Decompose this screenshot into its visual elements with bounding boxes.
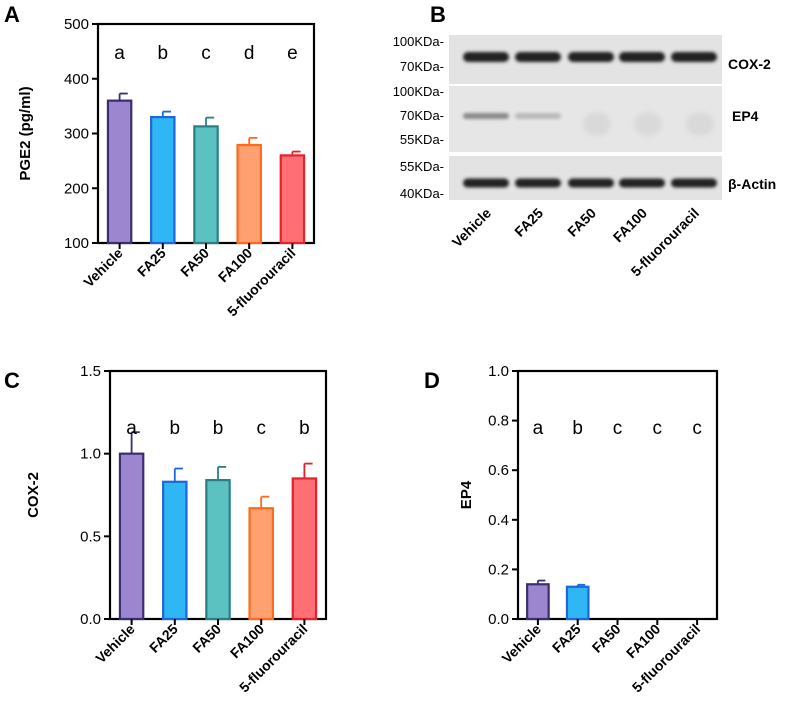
bar-vehicle: [106, 99, 133, 245]
panel-letter-b: B: [430, 2, 446, 27]
y-tick-label: 0.0: [80, 611, 101, 628]
significance-letter: d: [244, 43, 255, 64]
marker-label: 100KDa-: [393, 34, 444, 49]
y-tick-label: 0.4: [488, 512, 509, 529]
blot-smudge: [583, 112, 611, 136]
significance-letter: a: [114, 43, 125, 64]
category-label: FA50: [589, 621, 624, 656]
blot-lane-label: FA50: [564, 205, 599, 240]
y-axis-label: PGE2 (pg/ml): [17, 86, 34, 180]
category-label: FA25: [146, 621, 181, 656]
marker-label: 55KDa-: [400, 159, 444, 174]
plot-frame: [516, 369, 719, 621]
blot-bands-cox2: [463, 52, 717, 62]
marker-label: 55KDa-: [400, 132, 444, 147]
blot-lane-label: Vehicle: [449, 205, 495, 251]
significance-letter: e: [287, 43, 298, 64]
significance-letter: b: [572, 418, 583, 439]
category-label: FA25: [549, 621, 584, 656]
significance-letter: c: [692, 418, 702, 439]
significance-letter: c: [201, 43, 211, 64]
marker-label: 40KDa-: [400, 186, 444, 201]
marker-label: 70KDa-: [400, 59, 444, 74]
y-tick-label: 500: [64, 16, 89, 33]
panel-letter-d: D: [424, 368, 440, 393]
bar-5-fluorouracil: [279, 154, 306, 245]
y-tick-label: 200: [64, 180, 89, 197]
blot-band: [515, 178, 561, 188]
significance-letter: a: [533, 418, 544, 439]
category-label: FA100: [215, 245, 256, 286]
blot-band: [671, 178, 717, 188]
blot-bands-ep4: [463, 112, 714, 136]
marker-label: 70KDa-: [400, 108, 444, 123]
blot-band: [463, 113, 509, 119]
bar-fa50: [205, 479, 231, 621]
y-tick-label: 0.8: [488, 413, 509, 430]
blot-lane-label: FA100: [610, 205, 651, 246]
chart-panel-c: 0.00.51.01.5COX-2aVehiclebFA25bFA50cFA10…: [25, 363, 328, 695]
significance-letter: b: [213, 418, 224, 439]
protein-label-ep4: EP4: [732, 108, 759, 124]
blot-band: [568, 178, 614, 188]
y-tick-label: 400: [64, 71, 89, 88]
protein-label-actin: β-Actin: [728, 176, 776, 192]
category-label: FA50: [189, 621, 224, 656]
bar-vehicle: [118, 452, 145, 621]
y-tick-label: 1.0: [80, 446, 101, 463]
marker-label: 100KDa-: [393, 84, 444, 99]
y-tick-label: 100: [64, 235, 89, 252]
blot-smudge: [686, 112, 714, 136]
bar-vehicle: [526, 583, 550, 621]
protein-label-cox2: COX-2: [728, 56, 771, 72]
blot-band: [463, 52, 509, 62]
blot-band: [671, 52, 717, 62]
y-tick-label: 0.0: [488, 611, 509, 628]
panel-letter-c: C: [4, 368, 20, 393]
western-blot-panel: 100KDa- 70KDa- COX-2 100KDa- 70KDa- 55KD…: [393, 34, 777, 279]
y-tick-label: 0.6: [488, 462, 509, 479]
y-tick-label: 1.5: [80, 363, 101, 380]
significance-letter: c: [256, 418, 266, 439]
blot-band: [463, 178, 509, 188]
category-label: FA50: [177, 245, 212, 280]
blot-strip-actin: [449, 156, 722, 200]
y-tick-label: 0.5: [80, 528, 101, 545]
y-axis-label: COX-2: [25, 472, 42, 518]
significance-letter: c: [613, 418, 623, 439]
bar-5-fluorouracil: [291, 477, 318, 621]
chart-panel-d: 0.00.20.40.60.81.0EP4aVehiclebFA25cFA50c…: [458, 363, 719, 695]
bar-fa25: [150, 115, 176, 245]
significance-letter: b: [170, 418, 181, 439]
significance-letter: b: [299, 418, 310, 439]
significance-letter: b: [158, 43, 169, 64]
bar-fa100: [236, 143, 262, 245]
blot-lane-label: FA25: [511, 205, 546, 240]
blot-band: [619, 178, 665, 188]
significance-letter: c: [653, 418, 663, 439]
bar-fa50: [193, 125, 219, 245]
y-tick-label: 1.0: [488, 363, 509, 380]
panel-letter-a: A: [4, 2, 20, 27]
y-tick-label: 0.2: [488, 561, 509, 578]
category-label: FA25: [134, 245, 169, 280]
bar-fa100: [248, 507, 274, 621]
bar-fa25: [162, 480, 188, 621]
category-label: FA100: [227, 621, 268, 662]
bar-fa25: [565, 585, 590, 621]
blot-band: [515, 113, 561, 119]
blot-band: [515, 52, 561, 62]
blot-band: [619, 52, 665, 62]
y-tick-label: 300: [64, 126, 89, 143]
significance-letter: a: [126, 418, 137, 439]
y-axis-label: EP4: [458, 480, 475, 509]
blot-bands-actin: [463, 178, 717, 188]
blot-smudge: [634, 112, 662, 136]
blot-band: [568, 52, 614, 62]
